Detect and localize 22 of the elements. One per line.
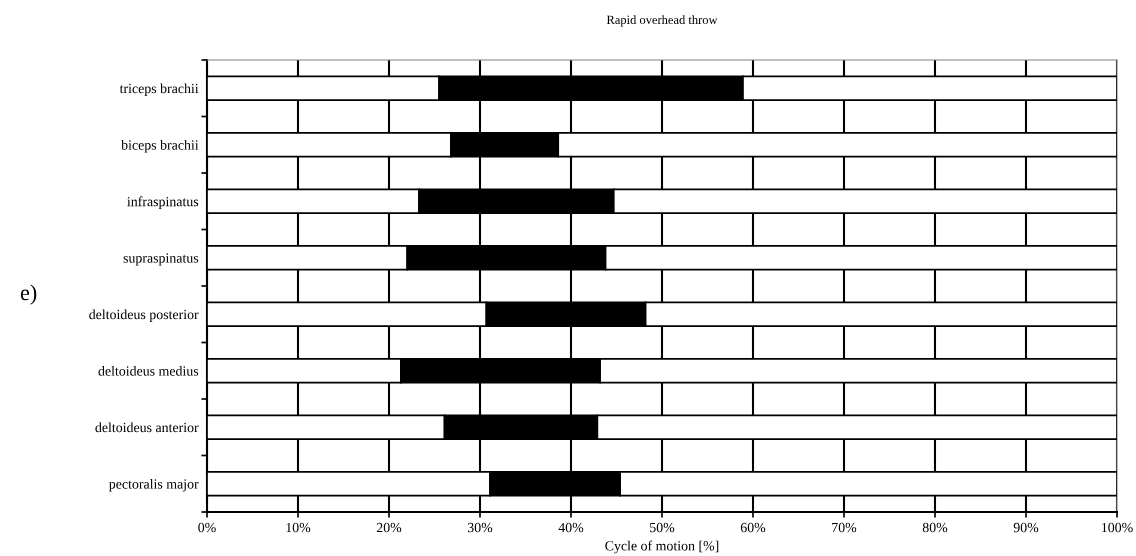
y-tick-label: infraspinatus — [127, 196, 199, 210]
x-tick-label: 60% — [740, 522, 766, 533]
y-tick-label: pectoralis major — [109, 478, 199, 492]
y-tick-label: deltoideus medius — [98, 365, 199, 376]
y-tick-label: biceps brachii — [121, 139, 199, 153]
y-tick-label: supraspinatus — [123, 253, 199, 266]
x-tick-label: 40% — [558, 522, 584, 533]
x-tick-label: 70% — [832, 522, 857, 533]
x-tick-label: 20% — [376, 522, 402, 533]
x-tick-label: 50% — [650, 522, 675, 533]
x-tick-label: 30% — [467, 522, 493, 533]
x-tick-label: 80% — [922, 522, 948, 533]
x-tick-label: 10% — [286, 522, 311, 533]
text: e) — [20, 284, 37, 305]
y-tick-label: deltoideus anterior — [95, 422, 199, 433]
x-tick-label: 0% — [198, 522, 216, 533]
chart-title: Rapid overhead throw — [606, 15, 718, 27]
x-tick-label: 90% — [1013, 522, 1039, 533]
y-tick-label: triceps brachii — [119, 83, 199, 97]
y-tick-label: deltoideus posterior — [89, 309, 199, 323]
x-tick-label: 100% — [1102, 522, 1133, 533]
x-axis-title: Cycle of motion [%] — [605, 540, 719, 554]
